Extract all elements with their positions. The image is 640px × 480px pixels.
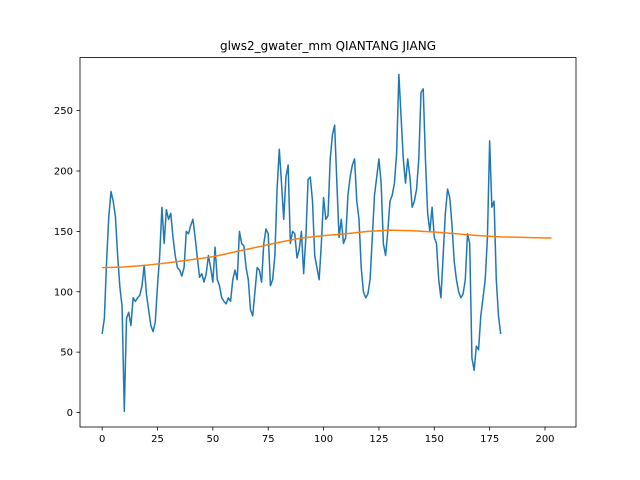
axes-frame xyxy=(79,57,577,428)
x-tick-label: 100 xyxy=(314,434,333,445)
x-tick-label: 175 xyxy=(480,434,499,445)
x-tick-label: 0 xyxy=(99,434,105,445)
y-tick-label: 0 xyxy=(67,408,73,419)
y-tick-label: 150 xyxy=(54,227,73,238)
y-tick-label: 200 xyxy=(54,167,73,178)
series-line-raw xyxy=(101,73,502,413)
y-tick-label: 100 xyxy=(54,287,73,298)
x-tick-label: 125 xyxy=(369,434,388,445)
y-tick-label: 50 xyxy=(60,348,73,359)
x-tick-label: 50 xyxy=(206,434,219,445)
x-axis: 0 25 50 75 100 125 150 175 200 xyxy=(99,427,555,445)
x-tick-label: 25 xyxy=(151,434,164,445)
x-tick-label: 75 xyxy=(262,434,275,445)
chart-title: glws2_gwater_mm QIANTANG JIANG xyxy=(220,39,436,53)
y-tick-label: 250 xyxy=(54,106,73,117)
series-line-trend xyxy=(102,229,552,269)
y-axis: 0 50 100 150 200 250 xyxy=(54,106,80,419)
x-tick-label: 150 xyxy=(425,434,444,445)
x-tick-label: 200 xyxy=(535,434,554,445)
plot-area xyxy=(101,73,552,413)
